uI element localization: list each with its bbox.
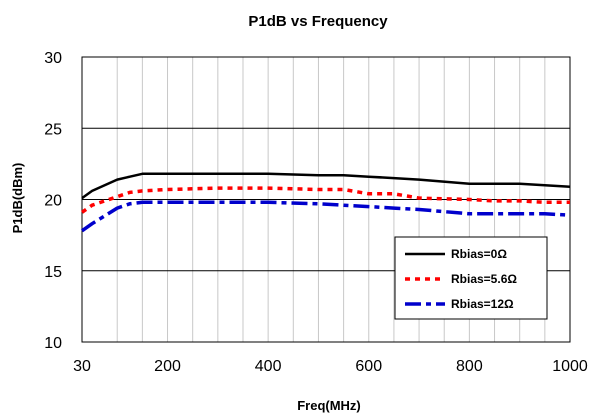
- x-tick-label: 1000: [552, 358, 588, 375]
- x-tick-label: 400: [255, 358, 282, 375]
- x-tick-label: 800: [456, 358, 483, 375]
- chart-title: P1dB vs Frequency: [248, 13, 388, 30]
- y-axis-label: P1dB(dBm): [10, 163, 25, 234]
- series-line-2: [80, 186, 570, 214]
- series-layer: [80, 172, 571, 233]
- legend: Rbias=0Ω Rbias=5.6Ω Rbias=12Ω: [394, 236, 548, 320]
- series-line-3: [80, 200, 571, 233]
- x-axis-label: Freq(MHz): [297, 398, 361, 413]
- y-tick-label: 15: [44, 264, 62, 281]
- x-tick-label: 30: [73, 358, 91, 375]
- legend-label-1: Rbias=0Ω: [451, 247, 507, 261]
- x-tick-label: 200: [154, 358, 181, 375]
- x-tick-label: 600: [355, 358, 382, 375]
- y-tick-label: 25: [44, 121, 62, 138]
- series-line-1: [81, 172, 571, 200]
- legend-label-2: Rbias=5.6Ω: [451, 272, 517, 286]
- plot-area-frame: [81, 56, 571, 343]
- y-tick-label: 20: [44, 193, 62, 210]
- y-tick-label: 10: [44, 335, 62, 352]
- legend-label-3: Rbias=12Ω: [451, 297, 514, 311]
- tick-layer: 30 200 400 600 800 1000 10 15 20 25 30: [44, 50, 588, 375]
- y-tick-label: 30: [44, 50, 62, 67]
